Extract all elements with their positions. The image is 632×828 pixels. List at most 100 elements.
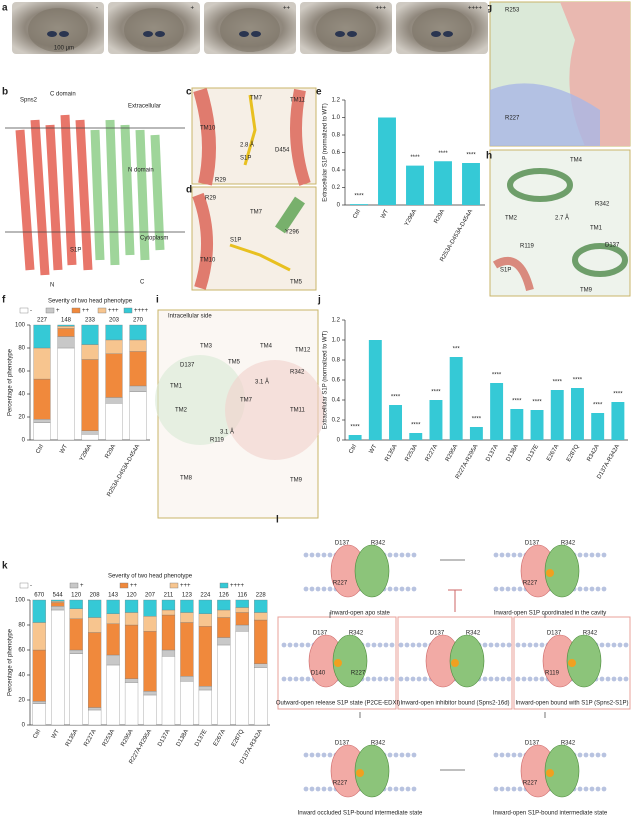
bar-segment [198,626,212,687]
structure-label: TM9 [290,478,303,484]
lipid [371,642,377,648]
bar-segment [180,612,194,623]
bar [378,117,396,205]
bar [368,340,382,440]
bar-segment [105,403,123,441]
phenotype-label: - [96,6,98,12]
structure-label: S1P [500,268,511,274]
n-domain [155,355,245,445]
bar-segment [124,678,139,683]
x-tick-label: R227A-R295A [455,444,480,481]
bar-segment [217,609,231,618]
bar [434,161,452,205]
bar-segment [33,347,51,380]
legend-label: ++++ [230,583,245,589]
count-label: 544 [53,593,64,599]
legend-title: Severity of two head phenotype [48,299,133,305]
structure-label: S1P [70,248,81,254]
panel-b-structure [5,114,185,276]
bar [462,163,480,205]
bar-segment [81,430,99,435]
legend-label: + [80,583,84,589]
lipid [315,586,321,592]
panel-l [277,544,631,798]
lipid [617,642,623,648]
y-tick-label: 0.4 [332,168,341,174]
bar-segment [129,351,147,387]
structure-label: R119 [210,438,225,444]
bar-segment [180,599,194,613]
inhibition-arrow [448,589,462,612]
bar-segment [33,419,51,423]
bar-segment [57,328,75,337]
bar-segment [51,601,65,603]
bar-segment [69,653,83,726]
panel-label: g [486,3,492,14]
lipid [399,752,405,758]
lipid [511,552,517,558]
lipid [493,552,499,558]
residue-label: R227 [523,581,538,587]
residue-label: R342 [583,631,598,637]
bar-segment [124,624,139,679]
y-tick-label: 0 [337,438,341,444]
state-label: Inward-open S1P coordinated in the cavit… [494,611,607,617]
lipid [287,676,293,682]
lipid [387,552,393,558]
y-tick-label: 60 [18,648,25,654]
bar-segment [235,599,249,608]
lipid [309,786,315,792]
lipid [393,586,399,592]
lipid [595,586,601,592]
lipid [416,676,422,682]
state-label: Inward-open S1P-bound intermediate state [493,811,608,817]
lipid [595,786,601,792]
lipid [611,642,617,648]
y-tick-label: 80 [18,623,25,629]
helix [90,119,165,266]
structure-label: R29 [205,196,217,202]
lipid [399,786,405,792]
x-tick-label: R29A [433,209,446,225]
bar-segment [129,324,147,341]
s1p [356,769,364,777]
x-tick-label: R227A [425,444,439,463]
significance-label: **** [593,403,603,409]
structure-label: D137 [605,243,620,249]
eye [59,31,69,37]
state-label: Inward-open inhibitor bound (Spns2-16d) [400,701,509,707]
n-domain [354,544,390,598]
bar-segment [105,397,123,404]
x-tick-label: R295A [445,444,459,463]
eye [347,31,357,37]
structure-label: Y296 [285,230,300,236]
x-tick-label: Ctrl [32,729,42,740]
bar-segment [88,599,102,618]
count-label: 228 [256,593,267,599]
lipid [601,586,607,592]
bar [510,409,524,440]
residue-label: R227 [523,781,538,787]
s1p [568,659,576,667]
bar-segment [124,599,139,613]
lipid [499,552,505,558]
residue-label: D137 [547,631,562,637]
lipid [511,586,517,592]
lipid [305,676,311,682]
bar [348,435,362,440]
bar-segment [254,612,268,621]
structure-label: TM8 [180,476,193,482]
y-tick-label: 0.2 [332,418,341,424]
bar [611,402,625,440]
structure-label: 3.1 Å [220,429,234,436]
lipid [499,752,505,758]
bar-segment [32,599,46,623]
lipid [383,676,389,682]
state-box [513,616,631,710]
bar-segment [129,385,147,392]
bar-segment [69,608,83,619]
panel-label: j [317,295,321,306]
state-label: Inward-open bound with S1P (Spns2-S1P) [516,701,629,707]
x-tick-label: R342A [586,444,600,463]
lipid [601,752,607,758]
